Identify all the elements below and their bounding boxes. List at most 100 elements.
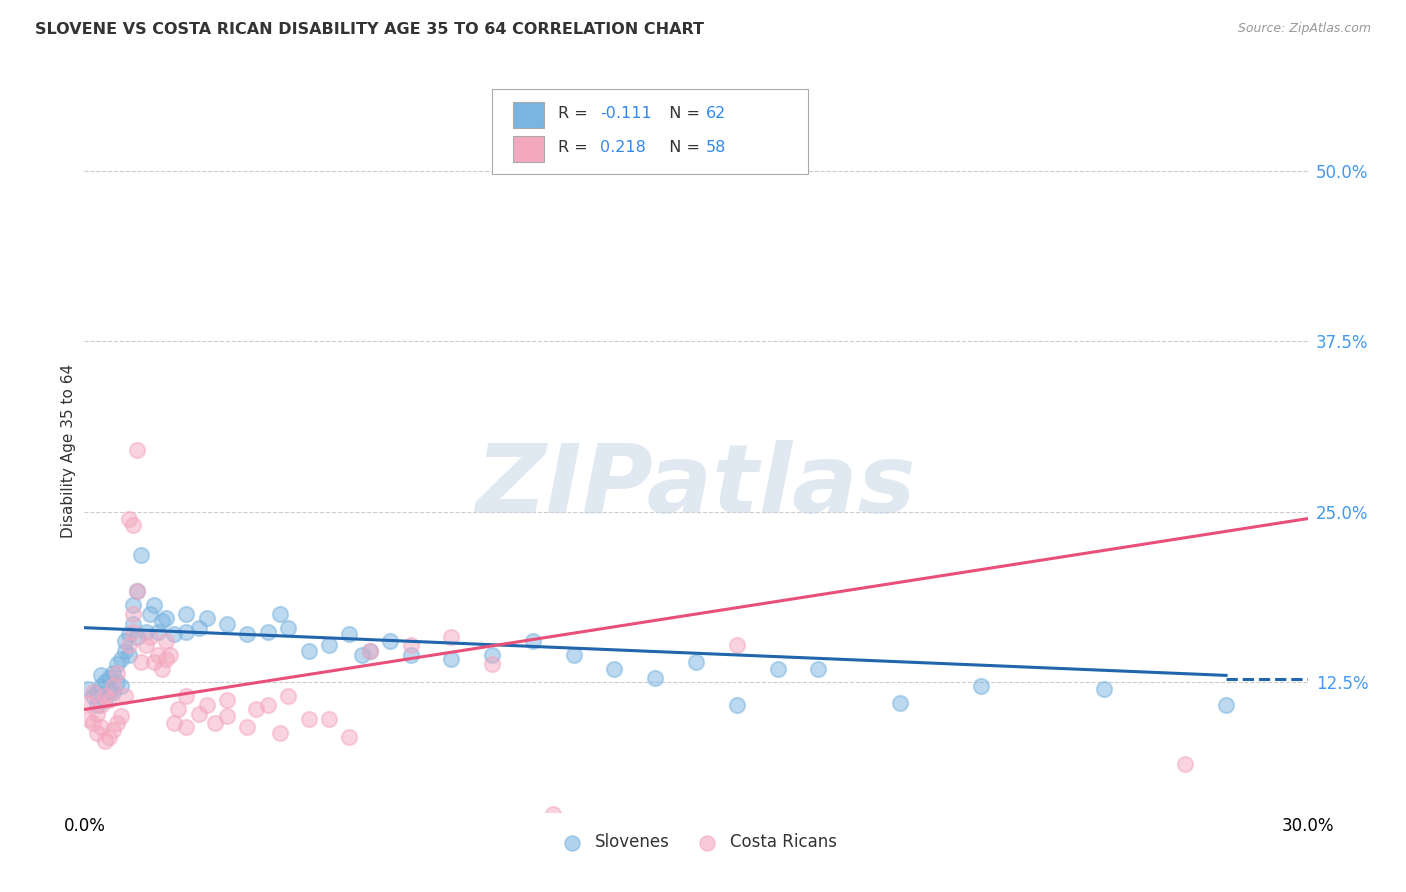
Point: [77, 681, 100, 696]
Point: [122, 598, 145, 612]
Point: [766, 662, 789, 676]
Point: [77, 712, 100, 726]
Point: [522, 634, 544, 648]
Point: [217, 709, 239, 723]
Point: [150, 614, 173, 628]
Point: [725, 698, 748, 713]
Point: [318, 639, 340, 653]
Point: [277, 621, 299, 635]
Point: [155, 652, 177, 666]
Point: [105, 657, 128, 672]
Point: [138, 607, 160, 621]
Point: [155, 611, 177, 625]
Point: [131, 549, 153, 563]
Point: [90, 679, 112, 693]
Point: [127, 630, 149, 644]
Point: [1092, 681, 1115, 696]
Point: [399, 648, 422, 662]
Point: [114, 634, 136, 648]
Point: [298, 712, 321, 726]
Point: [86, 685, 108, 699]
Point: [105, 665, 128, 680]
Point: [122, 607, 145, 621]
Point: [644, 671, 666, 685]
Point: [90, 668, 112, 682]
Point: [135, 639, 157, 653]
Point: [135, 624, 157, 639]
Point: [217, 616, 239, 631]
Point: [127, 443, 149, 458]
Point: [114, 689, 136, 703]
Point: [97, 685, 120, 699]
Point: [269, 607, 291, 621]
Point: [339, 730, 361, 744]
Point: [93, 734, 115, 748]
Point: [127, 583, 149, 598]
Text: -0.111: -0.111: [600, 106, 652, 120]
Point: [807, 662, 830, 676]
Point: [440, 630, 463, 644]
Point: [150, 662, 173, 676]
Point: [82, 685, 104, 699]
Point: [122, 518, 145, 533]
Point: [440, 652, 463, 666]
Point: [1174, 757, 1197, 772]
Point: [122, 624, 145, 639]
Point: [204, 716, 226, 731]
Point: [889, 696, 911, 710]
Point: [359, 644, 381, 658]
Point: [86, 725, 108, 739]
Point: [236, 720, 259, 734]
Point: [118, 639, 141, 653]
Point: [110, 709, 132, 723]
Point: [90, 698, 112, 713]
Point: [97, 693, 120, 707]
Point: [245, 702, 267, 716]
Point: [603, 662, 626, 676]
Point: [481, 648, 503, 662]
Point: [82, 716, 104, 731]
Point: [187, 621, 209, 635]
Point: [86, 706, 108, 721]
Text: 0.218: 0.218: [600, 140, 647, 154]
Point: [163, 716, 186, 731]
Point: [562, 648, 585, 662]
Legend: Slovenes, Costa Ricans: Slovenes, Costa Ricans: [548, 826, 844, 857]
Point: [101, 685, 124, 699]
Point: [127, 583, 149, 598]
Point: [122, 616, 145, 631]
Text: N =: N =: [659, 140, 706, 154]
Point: [187, 706, 209, 721]
Text: SLOVENE VS COSTA RICAN DISABILITY AGE 35 TO 64 CORRELATION CHART: SLOVENE VS COSTA RICAN DISABILITY AGE 35…: [35, 22, 704, 37]
Point: [970, 679, 993, 693]
Text: N =: N =: [659, 106, 706, 120]
Y-axis label: Disability Age 35 to 64: Disability Age 35 to 64: [60, 363, 76, 538]
Point: [101, 723, 124, 737]
Point: [298, 644, 321, 658]
Point: [146, 648, 169, 662]
Point: [105, 716, 128, 731]
Point: [399, 639, 422, 653]
Point: [543, 807, 565, 822]
Point: [77, 696, 100, 710]
Point: [82, 689, 104, 703]
Point: [269, 725, 291, 739]
Point: [118, 648, 141, 662]
Point: [101, 679, 124, 693]
Point: [380, 634, 402, 648]
Point: [217, 693, 239, 707]
Point: [159, 648, 181, 662]
Point: [138, 630, 160, 644]
Point: [257, 624, 280, 639]
Point: [195, 698, 218, 713]
Point: [131, 655, 153, 669]
Point: [114, 644, 136, 658]
Point: [339, 627, 361, 641]
Point: [90, 720, 112, 734]
Point: [146, 624, 169, 639]
Point: [86, 698, 108, 713]
Point: [97, 671, 120, 685]
Point: [142, 598, 165, 612]
Text: Source: ZipAtlas.com: Source: ZipAtlas.com: [1237, 22, 1371, 36]
Point: [236, 627, 259, 641]
